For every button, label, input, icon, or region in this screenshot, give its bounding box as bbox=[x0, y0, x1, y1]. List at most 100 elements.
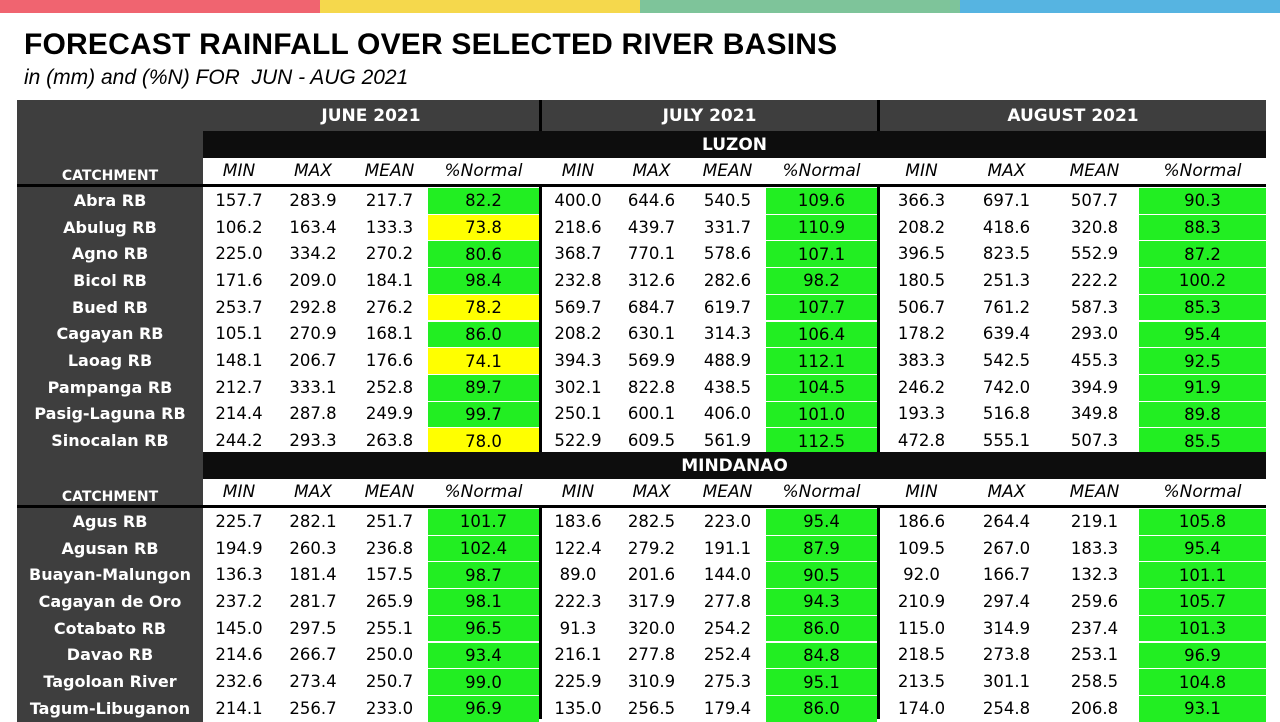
percent-normal-value: 107.7 bbox=[766, 293, 877, 321]
percent-normal-value: 112.1 bbox=[766, 347, 877, 374]
rainfall-value: 472.8 bbox=[897, 431, 946, 451]
page-title: FORECAST RAINFALL OVER SELECTED RIVER BA… bbox=[24, 28, 838, 61]
rainfall-value: 249.9 bbox=[365, 404, 414, 424]
rainfall-value: 244.2 bbox=[215, 431, 263, 451]
column-header: MAX bbox=[632, 482, 671, 502]
rainfall-value: 253.7 bbox=[215, 297, 263, 317]
rainfall-value: 439.7 bbox=[627, 217, 676, 237]
percent-normal-value: 107.1 bbox=[766, 240, 877, 268]
rainfall-value: 213.5 bbox=[897, 672, 946, 692]
rainfall-value: 208.2 bbox=[554, 324, 602, 344]
rainfall-value: 144.0 bbox=[703, 565, 752, 585]
rainfall-value: 619.7 bbox=[703, 297, 752, 317]
column-header: MAX bbox=[987, 482, 1026, 502]
rainfall-value: 210.9 bbox=[897, 591, 946, 611]
rainfall-value: 166.7 bbox=[982, 565, 1031, 585]
rainfall-value: 92.0 bbox=[903, 565, 940, 585]
rainfall-value: 183.3 bbox=[1070, 538, 1119, 558]
rainfall-value: 148.1 bbox=[215, 351, 263, 371]
rainfall-value: 265.9 bbox=[365, 591, 414, 611]
column-header: %Normal bbox=[444, 482, 523, 502]
rainfall-value: 297.4 bbox=[982, 591, 1031, 611]
rainfall-value: 333.1 bbox=[289, 377, 337, 397]
basin-name: Davao RB bbox=[66, 645, 154, 665]
region-header: MINDANAO bbox=[203, 452, 1266, 479]
percent-normal-value: 93.4 bbox=[428, 641, 539, 669]
catchment-name-column bbox=[17, 187, 203, 454]
catchment-column-header: CATCHMENT bbox=[17, 158, 203, 184]
percent-normal-value: 98.4 bbox=[428, 267, 539, 294]
rainfall-value: 277.8 bbox=[703, 591, 752, 611]
rainfall-value: 314.3 bbox=[703, 324, 752, 344]
rainfall-value: 283.9 bbox=[289, 190, 337, 210]
rainfall-value: 178.2 bbox=[897, 324, 946, 344]
rainfall-value: 222.2 bbox=[1070, 270, 1119, 290]
rainfall-value: 302.1 bbox=[554, 377, 602, 397]
accent-segment-blue bbox=[960, 0, 1280, 13]
percent-normal-value: 88.3 bbox=[1139, 213, 1266, 241]
rainfall-value: 171.6 bbox=[215, 270, 263, 290]
rainfall-value: 237.2 bbox=[215, 591, 263, 611]
region-header: LUZON bbox=[203, 131, 1266, 158]
rainfall-value: 252.8 bbox=[365, 377, 414, 397]
month-divider bbox=[539, 184, 542, 452]
basin-name: Cagayan RB bbox=[56, 324, 164, 344]
rainfall-value: 251.7 bbox=[365, 511, 414, 531]
rainfall-value: 253.1 bbox=[1070, 645, 1119, 665]
rainfall-value: 488.9 bbox=[703, 351, 752, 371]
month-divider bbox=[539, 100, 542, 131]
catchment-header-block bbox=[17, 452, 203, 479]
rainfall-value: 225.9 bbox=[554, 672, 602, 692]
percent-normal-value: 78.0 bbox=[428, 427, 539, 454]
percent-normal-value: 86.0 bbox=[766, 614, 877, 642]
column-header: MAX bbox=[294, 482, 332, 502]
rainfall-value: 334.2 bbox=[289, 244, 337, 264]
rainfall-value: 569.7 bbox=[554, 297, 602, 317]
percent-normal-value: 96.9 bbox=[428, 694, 539, 722]
rainfall-value: 555.1 bbox=[982, 431, 1031, 451]
basin-name: Bicol RB bbox=[73, 270, 147, 290]
column-header: MEAN bbox=[1069, 161, 1120, 181]
column-header: %Normal bbox=[782, 482, 861, 502]
rainfall-value: 157.5 bbox=[365, 565, 414, 585]
rainfall-value: 418.6 bbox=[982, 217, 1031, 237]
month-header: JUNE 2021 bbox=[203, 100, 539, 131]
rainfall-value: 174.0 bbox=[897, 698, 946, 718]
rainfall-value: 561.9 bbox=[703, 431, 752, 451]
month-divider bbox=[539, 505, 542, 719]
rainfall-value: 349.8 bbox=[1070, 404, 1119, 424]
percent-normal-value: 98.2 bbox=[766, 267, 877, 294]
rainfall-value: 292.8 bbox=[289, 297, 337, 317]
accent-segment-red bbox=[0, 0, 320, 13]
rainfall-value: 223.0 bbox=[703, 511, 752, 531]
percent-normal-value: 90.5 bbox=[766, 561, 877, 589]
percent-normal-value: 90.3 bbox=[1139, 187, 1266, 214]
rainfall-value: 540.5 bbox=[703, 190, 752, 210]
percent-normal-value: 78.2 bbox=[428, 293, 539, 321]
rainfall-value: 587.3 bbox=[1070, 297, 1119, 317]
rainfall-value: 267.0 bbox=[982, 538, 1031, 558]
rainfall-value: 255.1 bbox=[365, 618, 414, 638]
basin-name: Pampanga RB bbox=[47, 377, 173, 397]
rainfall-value: 180.5 bbox=[897, 270, 946, 290]
rainfall-value: 320.0 bbox=[627, 618, 676, 638]
basin-name: Abra RB bbox=[73, 190, 147, 210]
rainfall-value: 506.7 bbox=[897, 297, 946, 317]
rainfall-value: 256.5 bbox=[627, 698, 676, 718]
percent-normal-value: 86.0 bbox=[428, 320, 539, 348]
rainfall-value: 176.6 bbox=[365, 351, 414, 371]
rainfall-value: 394.9 bbox=[1070, 377, 1119, 397]
rainfall-value: 600.1 bbox=[627, 404, 676, 424]
rainfall-value: 822.8 bbox=[627, 377, 676, 397]
rainfall-value: 115.0 bbox=[897, 618, 946, 638]
rainfall-value: 630.1 bbox=[627, 324, 676, 344]
rainfall-value: 214.4 bbox=[215, 404, 263, 424]
rainfall-value: 368.7 bbox=[554, 244, 602, 264]
rainfall-value: 218.6 bbox=[554, 217, 602, 237]
percent-normal-value: 112.5 bbox=[766, 427, 877, 454]
percent-normal-value: 106.4 bbox=[766, 320, 877, 348]
rainfall-value: 438.5 bbox=[703, 377, 752, 397]
rainfall-value: 254.8 bbox=[982, 698, 1031, 718]
rainfall-value: 194.9 bbox=[215, 538, 263, 558]
basin-name: Laoag RB bbox=[67, 351, 153, 371]
